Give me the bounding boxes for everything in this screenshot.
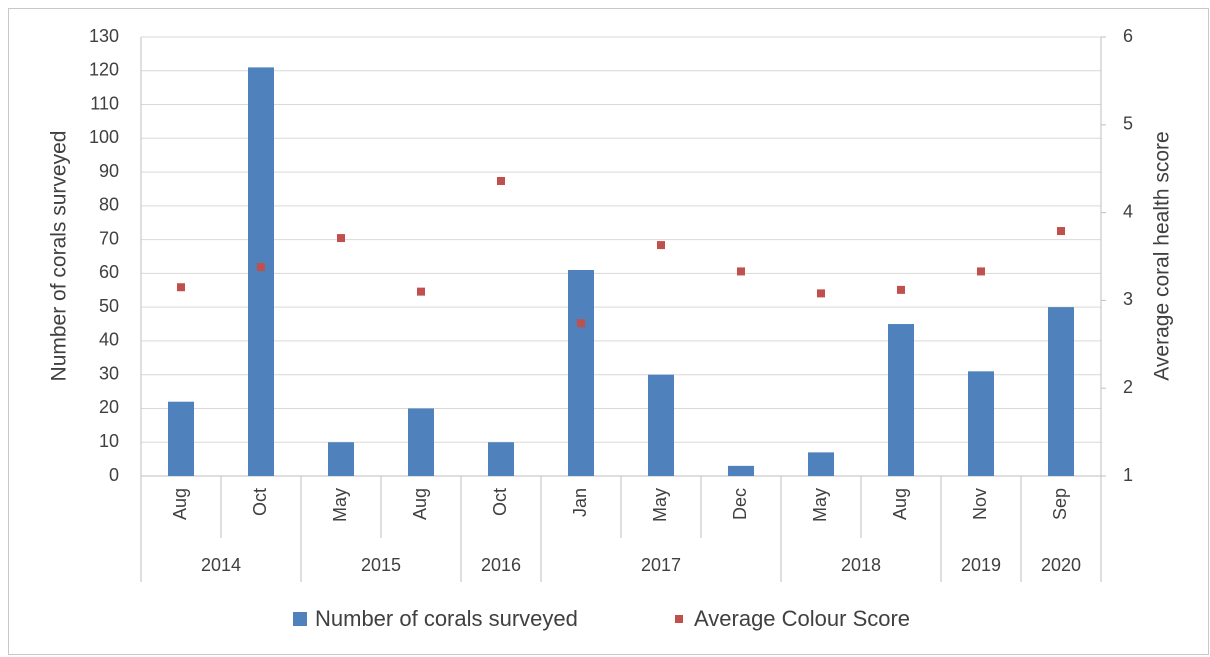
y2-axis-label: Average coral health score — [1151, 131, 1174, 380]
x-group-label: 2020 — [1041, 555, 1081, 575]
y-tick-label: 110 — [90, 93, 119, 113]
bar — [808, 452, 834, 476]
bar — [888, 324, 914, 476]
bar — [568, 270, 594, 476]
bar — [168, 401, 194, 476]
point — [577, 319, 585, 328]
x-group-label: 2017 — [641, 555, 681, 575]
y2-tick-label: 1 — [1123, 465, 1133, 485]
bar — [968, 371, 994, 476]
y2-tick-label: 2 — [1123, 377, 1133, 397]
x-tick-label: May — [810, 488, 830, 522]
y2-tick-label: 3 — [1123, 289, 1133, 309]
y-tick-label: 10 — [99, 431, 119, 451]
x-tick-label: Aug — [410, 488, 430, 520]
y-tick-label: 0 — [109, 465, 119, 485]
x-tick-label: May — [330, 488, 350, 522]
y-tick-label: 80 — [99, 195, 119, 215]
y-axis-label: Number of corals surveyed — [48, 131, 71, 382]
point — [817, 289, 825, 298]
x-tick-label: Sep — [1050, 488, 1070, 520]
point — [657, 241, 665, 250]
bar — [728, 465, 754, 476]
x-tick-label: Oct — [250, 488, 270, 516]
bar — [328, 442, 354, 476]
y-tick-label: 40 — [99, 330, 119, 350]
y2-tick-label: 6 — [1123, 26, 1133, 46]
y-tick-label: 20 — [99, 397, 119, 417]
point — [897, 285, 905, 294]
y-tick-label: 130 — [89, 26, 119, 46]
legend-label: Number of corals surveyed — [315, 606, 578, 631]
bar — [488, 442, 514, 476]
bar — [1048, 307, 1074, 476]
y2-tick-label: 5 — [1123, 114, 1133, 134]
x-tick-label: Jan — [570, 488, 590, 517]
legend-swatch — [675, 615, 683, 623]
point — [177, 283, 185, 292]
legend-swatch — [293, 612, 307, 626]
y-tick-label: 100 — [89, 127, 119, 147]
point — [1057, 227, 1065, 236]
y-tick-label: 50 — [99, 296, 119, 316]
x-group-label: 2014 — [201, 555, 241, 575]
point — [977, 267, 985, 276]
point — [417, 287, 425, 296]
y-tick-label: 70 — [99, 228, 119, 248]
y-tick-label: 30 — [99, 363, 119, 383]
y2-tick-label: 4 — [1123, 201, 1133, 221]
point — [257, 263, 265, 272]
x-tick-label: Aug — [170, 488, 190, 520]
x-tick-label: Oct — [490, 488, 510, 516]
x-tick-label: May — [650, 488, 670, 522]
x-group-label: 2019 — [961, 555, 1001, 575]
x-tick-label: Nov — [970, 488, 990, 520]
bar — [408, 408, 434, 476]
x-group-label: 2016 — [481, 555, 521, 575]
x-tick-label: Aug — [890, 488, 910, 520]
bar — [248, 67, 274, 477]
point — [737, 267, 745, 276]
bar — [648, 374, 674, 476]
y-tick-label: 60 — [99, 262, 119, 282]
x-group-label: 2018 — [841, 555, 881, 575]
x-tick-label: Dec — [730, 488, 750, 520]
chart-border — [8, 8, 1209, 655]
point — [497, 176, 505, 185]
x-group-label: 2015 — [361, 555, 401, 575]
y-tick-label: 120 — [89, 60, 119, 80]
y-tick-label: 90 — [99, 161, 119, 181]
point — [337, 234, 345, 243]
legend-label: Average Colour Score — [694, 606, 910, 631]
